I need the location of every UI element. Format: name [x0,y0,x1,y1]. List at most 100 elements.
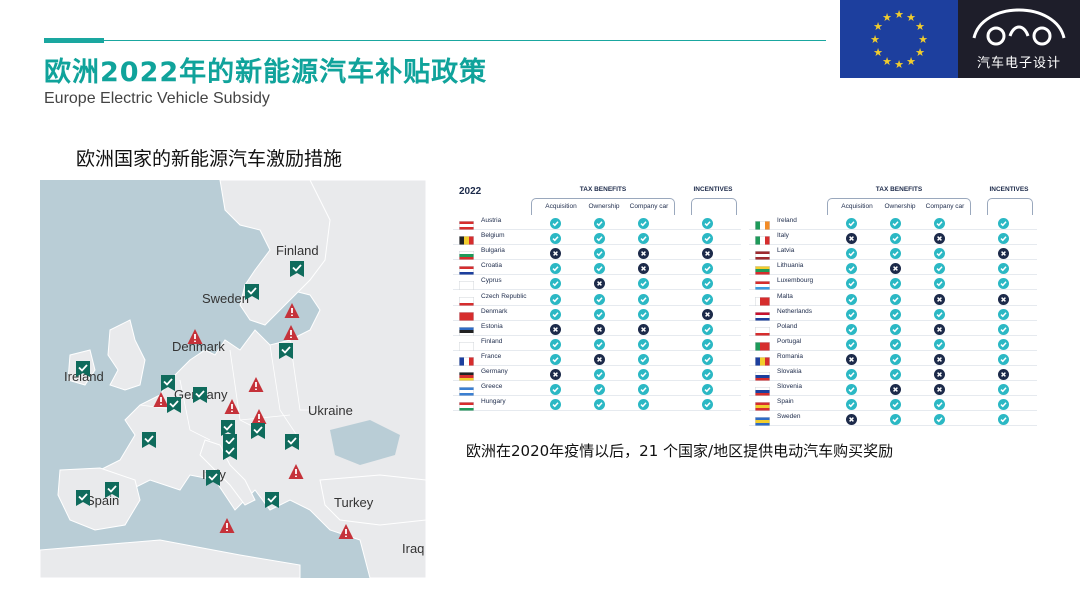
check-icon [593,231,605,245]
flag-icon [755,338,770,351]
check-icon [701,261,713,275]
flag-icon [459,262,474,276]
country-name: Austria [481,217,502,224]
eu-stars-icon: ★ ★★ ★★★ ★★★ ★★★ [870,8,928,71]
table-row: Italy [749,229,1037,246]
check-icon [549,231,561,245]
map-warning-marker-icon [283,324,299,346]
flag-icon [459,323,474,336]
check-icon [845,382,857,396]
map-check-marker-icon [141,431,157,453]
check-icon [637,276,649,290]
cross-icon [701,246,713,260]
cross-icon [889,261,901,275]
map-warning-marker-icon [288,463,304,485]
check-icon [997,412,1009,426]
table-row: Spain [749,395,1037,412]
col-ownership: Ownership [588,203,620,210]
map-label-iraq: Iraq [402,541,425,556]
summary-note: 欧洲在2020年疫情以后，21 个国家/地区提供电动汽车购买奖励 [466,442,894,460]
cross-icon [845,231,857,245]
flag-icon [755,293,770,306]
cross-icon [637,322,649,335]
check-icon [889,337,901,350]
svg-text:★: ★ [915,46,925,59]
car-logo-icon [972,8,1066,46]
flag-icon [755,353,770,366]
svg-text:★: ★ [873,46,883,59]
map-check-marker-icon [278,342,294,364]
check-icon [997,261,1009,275]
check-icon [933,261,945,275]
check-icon [637,231,649,245]
check-icon [997,337,1009,350]
check-icon [637,367,649,380]
map-check-marker-icon [75,489,91,511]
map-label-ireland: Ireland [64,369,104,384]
cross-icon [549,322,561,335]
check-icon [637,337,649,350]
cross-icon [593,322,605,335]
check-icon [701,382,713,396]
check-icon [933,337,945,350]
check-icon [889,352,901,365]
check-icon [997,322,1009,335]
check-icon [889,246,901,260]
cross-icon [549,367,561,380]
check-icon [637,382,649,396]
flag-icon [459,368,474,381]
country-name: Slovakia [777,368,802,375]
country-name: Italy [777,232,789,240]
col-acquisition: Acquisition [545,203,577,210]
check-icon [549,337,561,350]
table-row: Latvia [749,244,1037,261]
country-name: Finland [481,337,503,345]
table-row: Greece [453,380,741,397]
flag-icon [755,232,770,246]
check-icon [593,397,605,411]
cross-icon [845,352,857,365]
check-icon [701,322,713,335]
check-icon [637,397,649,411]
map-warning-marker-icon [251,408,267,430]
col-company-car: Company car [629,203,669,210]
cross-icon [997,246,1009,260]
cross-icon [997,367,1009,380]
incentives-brace [987,198,1033,215]
map-check-marker-icon [205,469,221,491]
svg-text:★: ★ [906,11,916,24]
table-row: Sweden [749,410,1037,427]
map-check-marker-icon [284,433,300,455]
country-name: Germany [481,368,508,375]
country-name: Croatia [481,262,502,270]
table-row: Croatia [453,259,741,276]
check-icon [701,276,713,290]
check-icon [549,307,561,320]
country-name: Slovenia [777,383,802,391]
brand-name: 汽车电子设计 [976,56,1061,71]
country-name: Bulgaria [481,247,505,255]
country-name: Luxembourg [777,277,814,285]
check-icon [549,352,561,365]
svg-text:★: ★ [882,55,892,68]
check-icon [637,216,649,229]
page-subtitle: Europe Electric Vehicle Subsidy [44,90,270,107]
country-name: Poland [777,322,798,330]
flag-icon [755,383,770,397]
check-icon [933,412,945,426]
table-row: Poland [749,320,1037,336]
map-label-turkey: Turkey [334,495,374,510]
check-icon [549,216,561,229]
table-row: Romania [749,350,1037,366]
check-icon [997,352,1009,365]
cross-icon [889,382,901,396]
map-check-marker-icon [222,443,238,465]
check-icon [549,397,561,411]
check-icon [845,397,857,411]
page-title: 欧洲2022年的新能源汽车补贴政策 [44,57,488,88]
cross-icon [933,322,945,335]
country-name: France [481,352,502,360]
table-row: Luxembourg [749,274,1037,291]
check-icon [933,276,945,290]
check-icon [933,216,945,229]
